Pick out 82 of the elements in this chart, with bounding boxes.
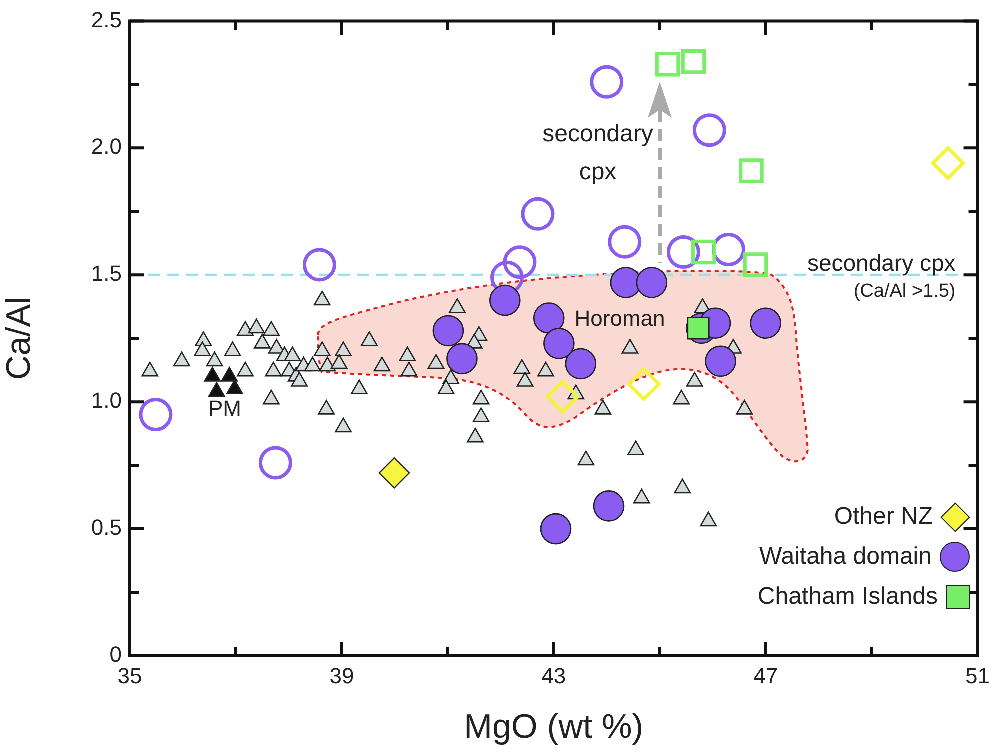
point <box>265 362 282 377</box>
point <box>291 372 308 387</box>
point <box>263 390 280 405</box>
y-tick-label: 1.0 <box>91 388 122 414</box>
x-axis-title: MgO (wt %) <box>464 708 644 746</box>
point <box>224 342 242 356</box>
point <box>208 382 226 398</box>
point <box>673 390 690 405</box>
point <box>318 400 336 415</box>
annotation: secondary cpx <box>542 120 654 186</box>
point <box>590 65 624 99</box>
point <box>700 512 718 527</box>
point <box>302 248 336 282</box>
point <box>578 450 595 466</box>
y-axis-title: Ca/Al <box>0 297 38 380</box>
x-tick-label: 43 <box>542 663 566 688</box>
y-tick-label: 1.5 <box>91 261 122 286</box>
point <box>400 362 418 377</box>
point <box>335 418 352 433</box>
point <box>489 284 521 316</box>
point <box>319 356 336 372</box>
point <box>330 354 348 370</box>
y-tick-label: 0.5 <box>91 515 122 540</box>
legend-label: Waitaha domain <box>759 543 932 571</box>
point <box>594 400 612 415</box>
x-tick-label: 39 <box>330 663 354 688</box>
point <box>514 359 531 374</box>
point <box>655 52 680 77</box>
point <box>438 380 455 395</box>
point <box>284 346 302 362</box>
point <box>314 290 331 306</box>
point <box>221 367 238 382</box>
point <box>521 197 555 231</box>
point <box>254 334 271 349</box>
annotation: PM <box>208 396 242 422</box>
point <box>142 362 159 377</box>
point <box>194 342 212 356</box>
point <box>692 114 726 148</box>
ref-line-label: secondary cpx (Ca/Al >1.5) <box>807 250 956 302</box>
point <box>399 346 416 362</box>
point <box>449 298 466 314</box>
legend-label: Chatham Islands <box>758 583 938 611</box>
point <box>206 352 224 367</box>
point <box>503 246 537 280</box>
point <box>304 356 322 372</box>
point <box>736 400 754 415</box>
point <box>428 354 445 370</box>
point <box>263 321 280 336</box>
y-tick-label: 2.0 <box>91 134 122 160</box>
annotation: Horoman <box>574 306 666 332</box>
point <box>361 331 378 346</box>
point <box>622 339 639 354</box>
point <box>608 225 642 259</box>
point <box>633 488 650 504</box>
legend-label: Other NZ <box>834 503 933 531</box>
point <box>636 267 668 298</box>
point <box>226 380 244 395</box>
point <box>374 356 391 372</box>
point <box>204 367 222 382</box>
x-tick-label: 47 <box>754 663 778 688</box>
point <box>739 158 764 184</box>
point <box>237 321 254 336</box>
point <box>237 362 254 377</box>
point <box>516 372 534 387</box>
x-tick-label: 51 <box>966 663 990 688</box>
point <box>686 372 704 387</box>
point <box>681 49 706 74</box>
point <box>467 428 484 443</box>
point <box>537 362 554 377</box>
point <box>743 252 768 278</box>
point <box>472 390 490 405</box>
point <box>472 408 490 422</box>
y-tick-label: 2.5 <box>91 7 122 32</box>
point <box>628 440 644 456</box>
point <box>314 342 331 356</box>
point <box>248 318 266 334</box>
point <box>335 342 352 356</box>
point <box>173 352 190 367</box>
point <box>691 240 716 265</box>
point <box>350 380 368 395</box>
point <box>674 478 692 494</box>
point <box>931 146 965 180</box>
